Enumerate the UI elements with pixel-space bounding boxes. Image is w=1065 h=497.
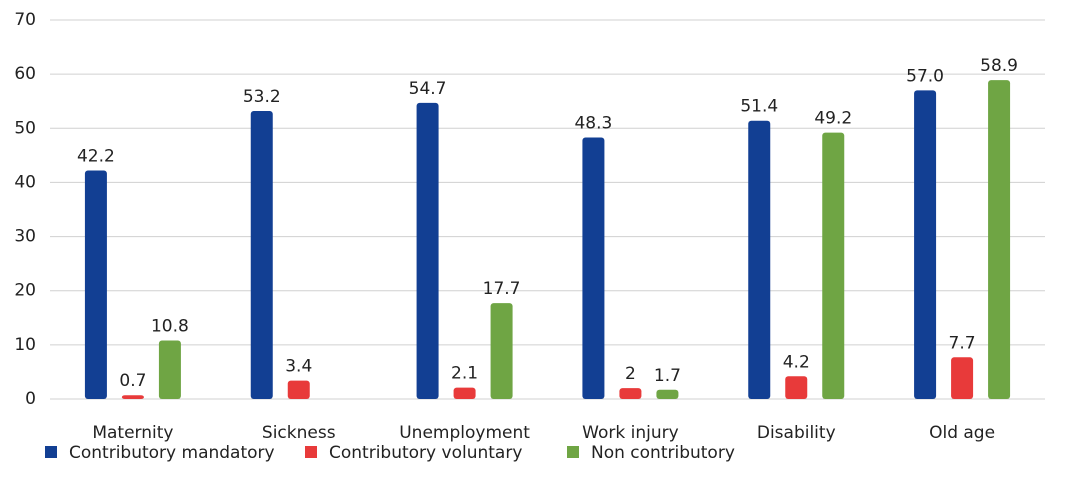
- data-label: 17.7: [483, 279, 521, 299]
- data-label: 1.7: [654, 366, 681, 386]
- y-tick-label: 10: [14, 335, 36, 355]
- bar: [785, 376, 808, 399]
- legend-swatch: [45, 446, 57, 458]
- data-label: 58.9: [980, 56, 1018, 76]
- bar: [250, 110, 273, 400]
- bar: [914, 90, 937, 399]
- x-tick-label: Work injury: [582, 423, 679, 443]
- data-label: 7.7: [949, 333, 976, 353]
- data-label: 48.3: [574, 113, 612, 133]
- bar: [453, 387, 476, 399]
- bar: [748, 120, 771, 399]
- y-tick-label: 40: [14, 172, 36, 192]
- bar: [158, 340, 181, 399]
- bar: [988, 80, 1011, 399]
- bar: [951, 357, 974, 399]
- legend-swatch: [567, 446, 579, 458]
- y-tick-label: 50: [14, 118, 36, 138]
- bar: [656, 389, 679, 399]
- y-tick-label: 0: [25, 389, 36, 409]
- data-label: 3.4: [285, 357, 312, 377]
- y-tick-label: 30: [14, 227, 36, 247]
- x-tick-label: Unemployment: [399, 423, 530, 443]
- y-tick-label: 60: [14, 64, 36, 84]
- data-label: 54.7: [409, 79, 447, 99]
- bar: [287, 380, 310, 399]
- bar: [121, 395, 144, 399]
- data-label: 57.0: [906, 66, 944, 86]
- data-label: 51.4: [740, 97, 778, 117]
- data-label: 0.7: [119, 371, 146, 391]
- data-label: 2.1: [451, 364, 478, 384]
- bar: [619, 388, 642, 399]
- data-label: 49.2: [814, 109, 852, 129]
- data-label: 4.2: [783, 352, 810, 372]
- bar: [582, 137, 605, 400]
- x-tick-label: Maternity: [92, 423, 173, 443]
- x-tick-label: Disability: [757, 423, 836, 443]
- y-tick-label: 20: [14, 281, 36, 301]
- x-tick-label: Sickness: [262, 423, 336, 443]
- legend-label: Contributory mandatory: [69, 443, 275, 463]
- data-label: 42.2: [77, 147, 115, 167]
- legend-swatch: [305, 446, 317, 458]
- data-label: 2: [625, 364, 636, 384]
- x-tick-label: Old age: [929, 423, 995, 443]
- bar: [416, 102, 439, 400]
- y-tick-label: 70: [14, 10, 36, 30]
- legend-label: Contributory voluntary: [329, 443, 522, 463]
- legend-label: Non contributory: [591, 443, 735, 463]
- bar: [822, 132, 845, 400]
- bar: [490, 303, 513, 399]
- data-label: 53.2: [243, 87, 281, 107]
- data-label: 10.8: [151, 317, 189, 337]
- bar: [84, 170, 107, 399]
